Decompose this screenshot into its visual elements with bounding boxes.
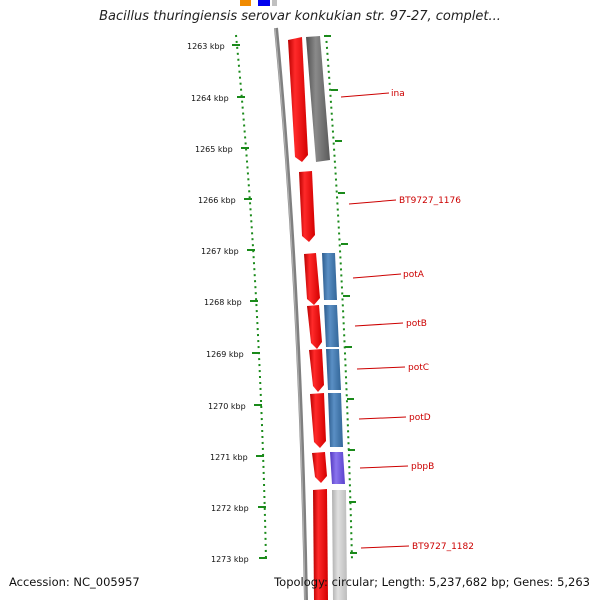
- cog-block[interactable]: [324, 305, 339, 347]
- top-feature-lightgray: [272, 0, 277, 6]
- gene-label: potC: [408, 363, 429, 373]
- gene-arrow[interactable]: [307, 305, 322, 349]
- gene-label: ina: [391, 89, 405, 99]
- cog-block[interactable]: [330, 452, 345, 484]
- backbone-line: [274, 27, 308, 600]
- gene-arrow[interactable]: [299, 171, 315, 242]
- gene-arrow[interactable]: [304, 253, 320, 305]
- ruler-label: 1270 kbp: [208, 402, 246, 411]
- ruler-label: 1265 kbp: [195, 145, 233, 154]
- ruler-label: 1264 kbp: [191, 94, 229, 103]
- cog-track: [306, 36, 347, 600]
- ruler-right-ticks: [324, 35, 357, 554]
- ruler-label: 1267 kbp: [201, 247, 239, 256]
- gene-label: BT9727_1182: [412, 542, 474, 552]
- top-feature-orange: [240, 0, 251, 6]
- accession-text: Accession: NC_005957: [9, 575, 140, 589]
- ruler-label: 1269 kbp: [206, 350, 244, 359]
- ruler-label: 1273 kbp: [211, 555, 249, 564]
- gene-label: potB: [406, 319, 427, 329]
- ruler-label: 1263 kbp: [187, 42, 225, 51]
- cog-block[interactable]: [306, 36, 330, 162]
- gene-label-lines: [340, 92, 410, 549]
- ruler-labels: 1263 kbp 1264 kbp 1265 kbp 1266 kbp 1267…: [187, 42, 249, 564]
- gene-arrow[interactable]: [310, 393, 326, 448]
- gene-arrow[interactable]: [288, 37, 308, 162]
- gene-track: [288, 37, 328, 600]
- ruler-label: 1271 kbp: [210, 453, 248, 462]
- ruler-label: 1272 kbp: [211, 504, 249, 513]
- ruler-ticks: [232, 44, 267, 559]
- gene-arrow[interactable]: [309, 349, 324, 392]
- cog-block[interactable]: [328, 393, 343, 447]
- gene-arrow[interactable]: [312, 452, 327, 483]
- top-feature-blue: [258, 0, 270, 6]
- gene-label: potD: [409, 413, 431, 423]
- cog-block[interactable]: [326, 349, 341, 390]
- ruler-label: 1266 kbp: [198, 196, 236, 205]
- map-title: Bacillus thuringiensis serovar konkukian…: [99, 9, 501, 24]
- gene-label: potA: [403, 270, 425, 280]
- gene-labels: ina BT9727_1176 potA potB potC potD pbpB…: [391, 89, 474, 552]
- gene-arrow[interactable]: [313, 489, 328, 600]
- cog-block[interactable]: [322, 253, 337, 300]
- cog-block[interactable]: [332, 490, 347, 600]
- gene-label: pbpB: [411, 462, 434, 472]
- genome-summary-text: Topology: circular; Length: 5,237,682 bp…: [274, 575, 590, 589]
- gene-label: BT9727_1176: [399, 196, 461, 206]
- ruler-label: 1268 kbp: [204, 298, 242, 307]
